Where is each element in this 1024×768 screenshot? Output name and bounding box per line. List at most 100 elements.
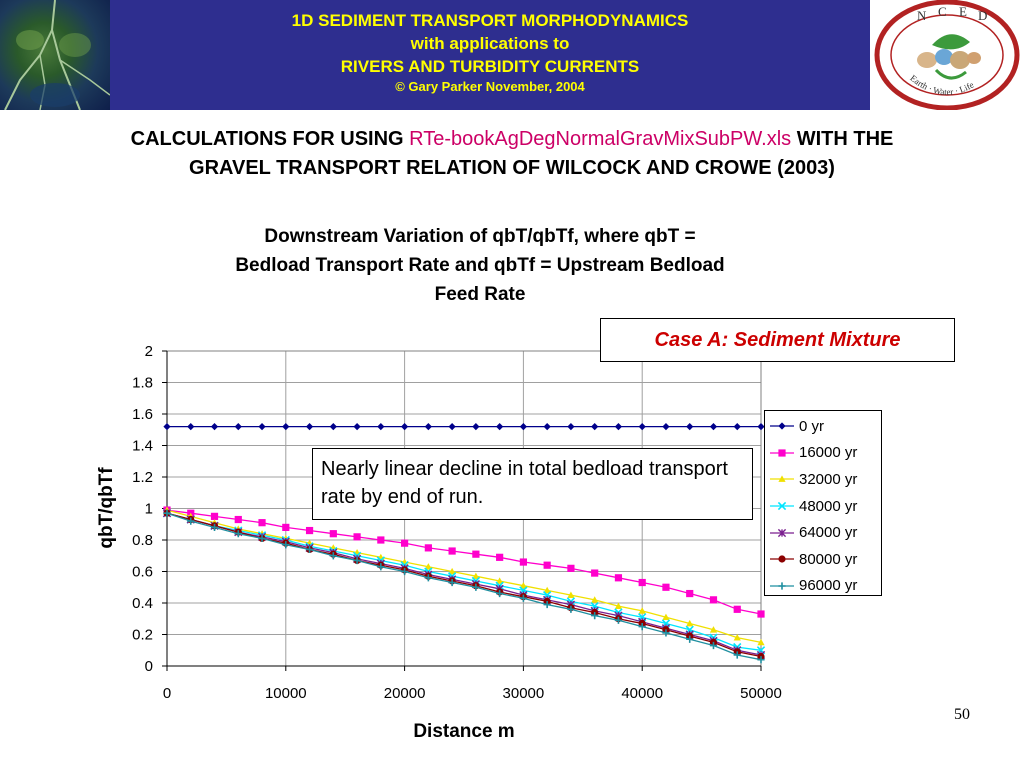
river-delta-graphic bbox=[4, 0, 110, 110]
y-tick-label: 0.8 bbox=[132, 532, 153, 549]
chart-title: Downstream Variation of qbT/qbTf, where … bbox=[160, 222, 800, 309]
data-point bbox=[353, 533, 361, 541]
y-tick-label: 1.8 bbox=[132, 375, 153, 392]
subtitle-prefix: CALCULATIONS FOR USING bbox=[130, 128, 410, 150]
data-point bbox=[638, 423, 646, 431]
data-point bbox=[472, 572, 480, 580]
data-point bbox=[614, 616, 623, 624]
legend-item: 48000 yr bbox=[769, 493, 881, 520]
case-label-box: Case A: Sediment Mixture bbox=[600, 318, 955, 362]
data-point bbox=[496, 577, 504, 584]
data-point bbox=[258, 534, 266, 543]
data-point bbox=[401, 567, 409, 576]
y-tick-label: 1 bbox=[145, 501, 153, 518]
y-tick-label: 0.6 bbox=[132, 564, 153, 581]
data-point bbox=[472, 550, 480, 558]
data-point bbox=[401, 539, 409, 547]
legend-swatch-marker bbox=[777, 528, 787, 537]
data-point bbox=[472, 583, 480, 591]
subtitle-suffix: WITH THE bbox=[791, 128, 894, 150]
y-axis-label: qbT/qbTf bbox=[96, 467, 117, 549]
data-point bbox=[686, 423, 694, 431]
data-point bbox=[163, 423, 171, 431]
annotation-text: Nearly linear decline in total bedload t… bbox=[321, 458, 728, 508]
series-line bbox=[166, 512, 762, 656]
x-tick-label: 10000 bbox=[265, 685, 307, 702]
data-point bbox=[496, 589, 504, 598]
data-point bbox=[662, 583, 670, 591]
data-point bbox=[662, 629, 670, 637]
data-point bbox=[638, 623, 646, 631]
banner-title-line1: 1D SEDIMENT TRANSPORT MORPHODYNAMICS bbox=[291, 11, 689, 30]
data-point bbox=[757, 610, 765, 618]
legend-label: 0 yr bbox=[799, 417, 825, 435]
data-point bbox=[282, 541, 290, 549]
x-tick-label: 20000 bbox=[384, 685, 426, 702]
data-point bbox=[709, 596, 718, 604]
data-point bbox=[543, 600, 551, 609]
data-point bbox=[757, 638, 765, 646]
data-point bbox=[234, 515, 242, 524]
delta-satellite-image bbox=[0, 0, 110, 110]
data-point bbox=[163, 509, 171, 517]
x-tick-label: 0 bbox=[163, 685, 171, 702]
chart-series bbox=[162, 423, 766, 664]
data-point bbox=[401, 423, 409, 431]
data-point bbox=[448, 578, 456, 587]
data-point bbox=[543, 423, 551, 431]
legend-swatch-marker bbox=[778, 582, 786, 590]
legend-item: 32000 yr bbox=[769, 466, 881, 493]
data-point bbox=[733, 651, 741, 659]
data-point bbox=[591, 596, 599, 603]
series-line bbox=[166, 509, 762, 644]
data-point bbox=[757, 656, 765, 664]
series-line bbox=[166, 512, 762, 651]
y-tick-label: 1.4 bbox=[132, 438, 153, 455]
data-point bbox=[567, 423, 575, 431]
series-1 bbox=[163, 506, 765, 618]
data-point bbox=[686, 619, 694, 627]
legend-item: 64000 yr bbox=[769, 519, 881, 546]
legend-swatch bbox=[770, 501, 794, 511]
y-tick-label: 0 bbox=[145, 658, 153, 675]
data-point bbox=[709, 626, 718, 633]
legend-item: 0 yr bbox=[769, 413, 881, 440]
logo-letter-e: E bbox=[959, 4, 967, 19]
data-point bbox=[234, 423, 242, 431]
data-point bbox=[377, 563, 385, 571]
data-point bbox=[638, 578, 646, 587]
legend-swatch bbox=[770, 582, 794, 590]
y-tick-label: 1.2 bbox=[132, 469, 153, 486]
legend-swatch-marker bbox=[778, 449, 786, 457]
data-point bbox=[709, 641, 718, 650]
data-point bbox=[424, 574, 432, 582]
header-banner: 1D SEDIMENT TRANSPORT MORPHODYNAMICS wit… bbox=[0, 0, 1024, 112]
data-point bbox=[543, 586, 551, 594]
data-point bbox=[733, 605, 741, 613]
legend-label: 96000 yr bbox=[799, 577, 858, 595]
x-axis-label: Distance m bbox=[413, 721, 514, 742]
legend-swatch bbox=[770, 449, 794, 457]
y-tick-label: 2 bbox=[145, 343, 153, 360]
legend-swatch-marker bbox=[778, 555, 786, 563]
data-point bbox=[353, 556, 361, 565]
data-point bbox=[282, 423, 290, 431]
data-point bbox=[567, 605, 575, 613]
banner-title-block: 1D SEDIMENT TRANSPORT MORPHODYNAMICS wit… bbox=[110, 0, 870, 110]
data-point bbox=[234, 530, 242, 538]
data-point bbox=[567, 591, 575, 599]
y-tick-label: 0.2 bbox=[132, 627, 153, 644]
data-point bbox=[709, 423, 718, 431]
data-point bbox=[448, 547, 456, 555]
data-point bbox=[258, 423, 266, 431]
data-point bbox=[210, 523, 219, 531]
data-point bbox=[424, 563, 432, 570]
legend-item: 16000 yr bbox=[769, 440, 881, 467]
data-point bbox=[187, 517, 195, 525]
data-point bbox=[591, 612, 599, 620]
page-subtitle: CALCULATIONS FOR USING RTe-bookAgDegNorm… bbox=[0, 125, 1024, 183]
banner-title-line2: with applications to bbox=[410, 34, 570, 53]
data-point bbox=[305, 423, 314, 431]
x-tick-label: 40000 bbox=[621, 685, 663, 702]
